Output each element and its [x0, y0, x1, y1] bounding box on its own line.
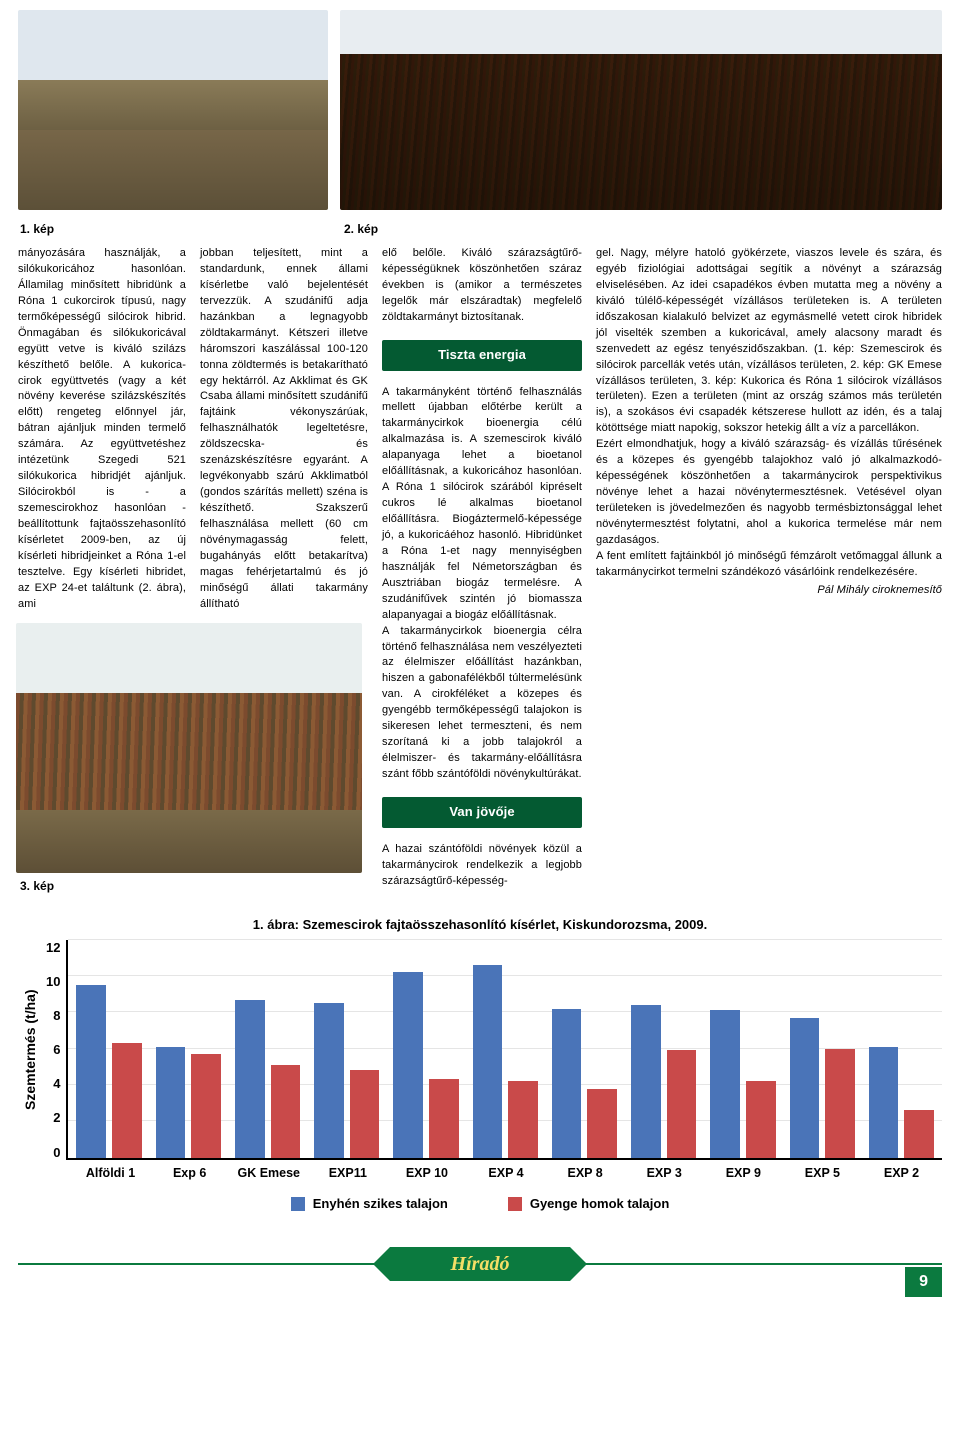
footer-brand: Híradó: [390, 1247, 570, 1281]
bar-group: [235, 940, 300, 1158]
top-photo-strip: [18, 10, 942, 210]
page-footer: Híradó 9: [18, 1247, 942, 1297]
bar-series-b: [508, 1081, 538, 1157]
bar-series-b: [825, 1049, 855, 1158]
photo-1: [18, 10, 328, 210]
bar-group: [790, 940, 855, 1158]
bar-series-b: [350, 1070, 380, 1157]
xtick: Alföldi 1: [78, 1166, 143, 1180]
xtick: EXP11: [315, 1166, 380, 1180]
photo-3-wrap: 3. kép: [18, 623, 368, 903]
bar-series-b: [429, 1079, 459, 1157]
ytick: 12: [46, 940, 60, 955]
footer-page-number: 9: [905, 1267, 942, 1297]
legend-item-b: Gyenge homok talajon: [508, 1196, 669, 1212]
ytick: 4: [46, 1076, 60, 1091]
section-head-future: Van jövője: [382, 797, 582, 828]
photo-2: [340, 10, 942, 210]
chart-xticks: Alföldi 1 Exp 6 GK Emese EXP11 EXP 10 EXP 4 EX…: [70, 1160, 942, 1180]
xtick: EXP 5: [790, 1166, 855, 1180]
article-author: Pál Mihály ciroknemesítő: [596, 583, 942, 599]
photo-2-caption: 2. kép: [344, 222, 942, 236]
bar-series-b: [746, 1081, 776, 1157]
xtick: EXP 2: [869, 1166, 934, 1180]
ytick: 6: [46, 1042, 60, 1057]
article-col-2: jobban teljesített, mint a standardunk, …: [200, 246, 368, 613]
chart-ylabel: Szemtermés (t/ha): [18, 940, 42, 1160]
bar-series-a: [869, 1047, 899, 1158]
article-col-1: mányozására használják, a silókukoricáho…: [18, 246, 186, 613]
chart-plot: [66, 940, 942, 1160]
ytick: 0: [46, 1145, 60, 1160]
photo-3: [16, 623, 362, 873]
xtick: EXP 9: [711, 1166, 776, 1180]
article-col-4: gel. Nagy, mélyre hatoló gyökérzete, via…: [596, 246, 942, 903]
chart-yaxis: 12 10 8 6 4 2 0: [42, 940, 66, 1160]
bar-series-b: [191, 1054, 221, 1158]
bar-series-a: [76, 985, 106, 1158]
bar-series-b: [271, 1065, 301, 1158]
ytick: 2: [46, 1110, 60, 1125]
photo-3-caption: 3. kép: [20, 879, 368, 893]
bar-series-a: [314, 1003, 344, 1157]
xtick: EXP 8: [553, 1166, 618, 1180]
bar-series-b: [904, 1110, 934, 1157]
bar-group: [869, 940, 934, 1158]
bar-series-a: [631, 1005, 661, 1158]
bar-group: [552, 940, 617, 1158]
bar-group: [314, 940, 379, 1158]
bar-group: [156, 940, 221, 1158]
article-col-3: elő belőle. Kiváló szárazságtűrő-képessé…: [382, 246, 582, 903]
bar-group: [473, 940, 538, 1158]
ytick: 8: [46, 1008, 60, 1023]
bar-series-a: [393, 972, 423, 1157]
bar-series-a: [235, 1000, 265, 1158]
photo-1-caption: 1. kép: [20, 222, 330, 236]
bar-series-b: [667, 1050, 697, 1157]
ytick: 10: [46, 974, 60, 989]
bar-series-b: [587, 1089, 617, 1158]
chart-title: 1. ábra: Szemescirok fajtaösszehasonlító…: [18, 917, 942, 932]
bar-group: [76, 940, 141, 1158]
legend-item-a: Enyhén szikes talajon: [291, 1196, 448, 1212]
bar-series-a: [156, 1047, 186, 1158]
xtick: Exp 6: [157, 1166, 222, 1180]
xtick: EXP 10: [394, 1166, 459, 1180]
xtick: EXP 3: [632, 1166, 697, 1180]
bar-series-a: [710, 1010, 740, 1157]
bar-series-b: [112, 1043, 142, 1157]
article-columns: mányozására használják, a silókukoricáho…: [18, 246, 942, 903]
xtick: EXP 4: [473, 1166, 538, 1180]
bar-group: [631, 940, 696, 1158]
chart-block: 1. ábra: Szemescirok fajtaösszehasonlító…: [18, 917, 942, 1212]
bar-series-a: [552, 1009, 582, 1158]
bar-group: [710, 940, 775, 1158]
xtick: GK Emese: [236, 1166, 301, 1180]
section-head-energy: Tiszta energia: [382, 340, 582, 371]
bar-series-a: [790, 1018, 820, 1158]
chart-legend: Enyhén szikes talajon Gyenge homok talaj…: [18, 1196, 942, 1212]
bar-series-a: [473, 965, 503, 1158]
bar-group: [393, 940, 458, 1158]
